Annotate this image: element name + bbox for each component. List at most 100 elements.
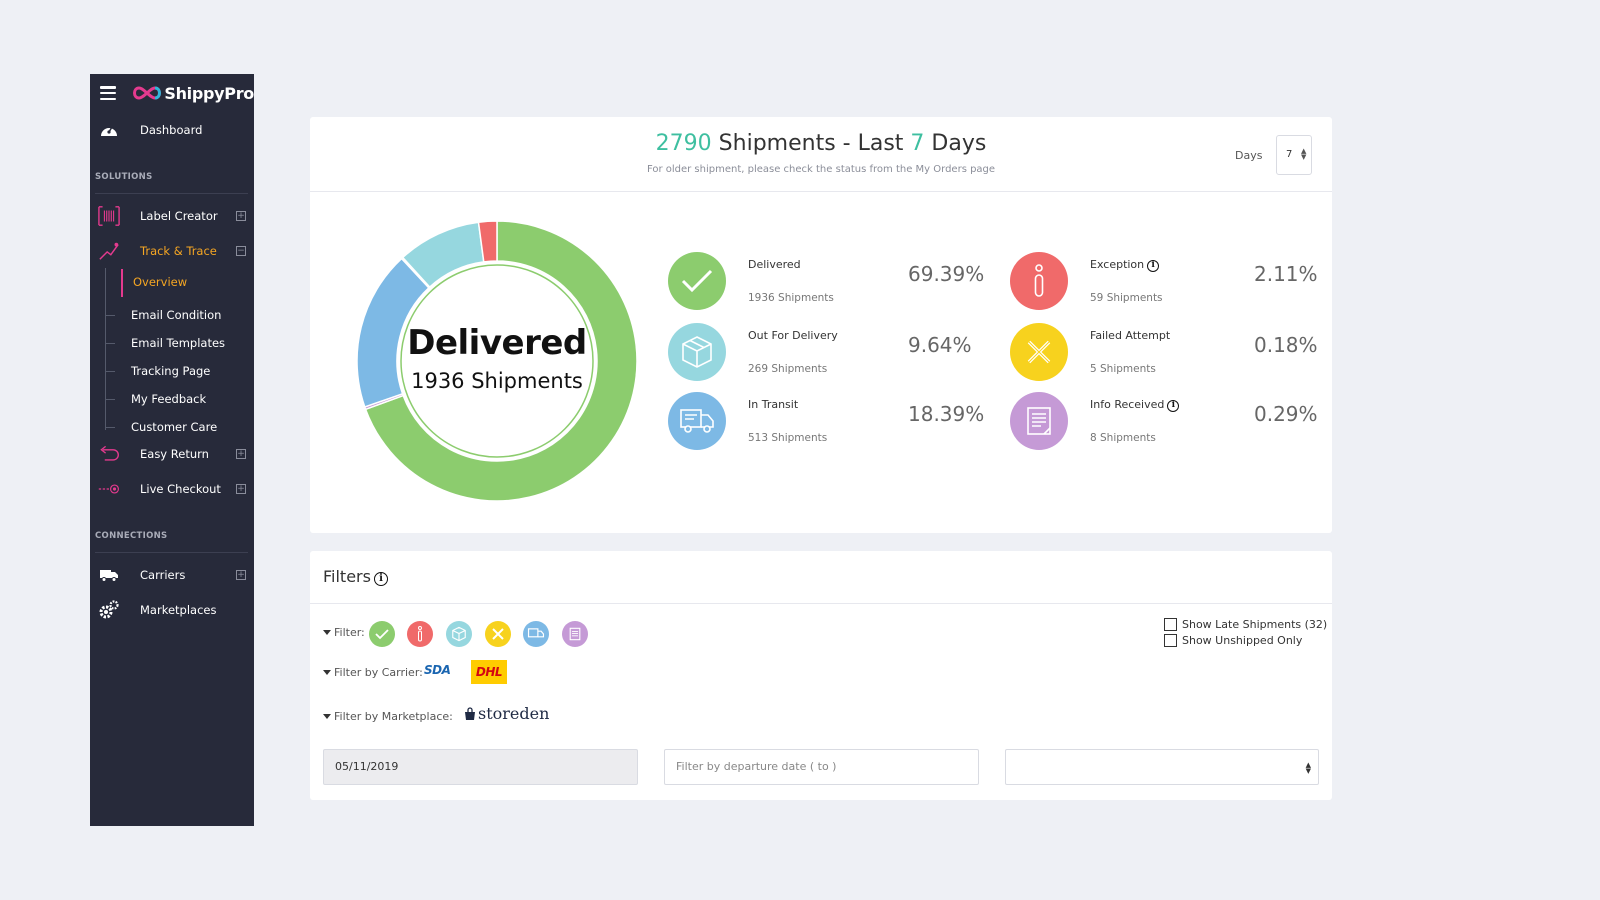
stat-count: 8 Shipments	[1090, 432, 1156, 444]
filter-delivered-button[interactable]	[369, 621, 395, 647]
donut-svg	[356, 220, 638, 502]
submenu-item-my-feedback[interactable]: My Feedback	[131, 392, 207, 406]
show-unshipped-checkbox[interactable]	[1164, 634, 1177, 647]
marketplace-filter-label: Filter by Marketplace:	[334, 710, 453, 723]
info-icon[interactable]: i	[373, 572, 388, 586]
sidebar-item-marketplaces[interactable]: Marketplaces	[90, 600, 254, 620]
stat-name: Delivered	[748, 258, 801, 271]
filter-label: Filter:	[334, 626, 365, 639]
expand-icon[interactable]: +	[236, 484, 246, 494]
donut-slice-delivered[interactable]	[364, 220, 638, 502]
show-unshipped-checkbox-row[interactable]: Show Unshipped Only	[1164, 634, 1302, 647]
date-to-field[interactable]: Filter by departure date ( to )	[664, 749, 979, 785]
sidebar-item-easy-return[interactable]: Easy Return +	[90, 444, 254, 464]
sidebar-item-label: Carriers	[140, 568, 186, 582]
stat-count: 513 Shipments	[748, 432, 828, 444]
sidebar-item-label: Marketplaces	[140, 603, 217, 617]
sidebar-item-carriers[interactable]: Carriers +	[90, 565, 254, 585]
filter-exception-button[interactable]	[407, 621, 433, 647]
sidebar-item-label-creator[interactable]: Label Creator +	[90, 206, 254, 226]
show-late-label: Show Late Shipments (32)	[1182, 618, 1328, 631]
sidebar-item-label: Dashboard	[140, 123, 203, 137]
stat-exception[interactable]: Exception i 59 Shipments 2.11%	[1010, 252, 1340, 312]
donut-title: Delivered	[407, 323, 587, 363]
logo[interactable]: ShippyPro	[130, 84, 254, 103]
expand-icon[interactable]: +	[236, 570, 246, 580]
filter-info-received-button[interactable]	[562, 621, 588, 647]
title-days-word: Days	[931, 131, 987, 156]
donut-slice-exception[interactable]	[477, 220, 498, 263]
section-title-solutions: SOLUTIONS	[95, 172, 153, 182]
show-late-checkbox-row[interactable]: Show Late Shipments (32)	[1164, 618, 1327, 631]
x-icon	[1010, 323, 1068, 381]
sidebar: ShippyPro Dashboard SOLUTIONS Label Crea…	[90, 74, 254, 826]
page-title: 2790 Shipments - Last 7 Days	[310, 131, 1332, 156]
filter-failed-attempt-button[interactable]	[485, 621, 511, 647]
submenu-tick	[105, 399, 115, 400]
info-icon[interactable]: i	[1147, 260, 1160, 272]
expand-icon[interactable]: +	[236, 449, 246, 459]
select-arrows-icon: ▲ ▼	[1301, 147, 1307, 161]
submenu-item-tracking-page[interactable]: Tracking Page	[131, 364, 211, 378]
filters-panel: Filters i Filter: Filter by Carrier: SDA …	[310, 551, 1332, 800]
status-filter-row: Filter:	[323, 626, 365, 639]
menu-icon[interactable]	[100, 86, 117, 100]
days-select-value: 7	[1286, 149, 1293, 160]
donut-subtitle: 1936 Shipments	[411, 369, 583, 393]
submenu-item-customer-care[interactable]: Customer Care	[131, 420, 218, 434]
show-unshipped-label: Show Unshipped Only	[1182, 634, 1303, 647]
sidebar-item-live-checkout[interactable]: Live Checkout +	[90, 479, 254, 499]
submenu-tick	[105, 315, 115, 316]
submenu-item-email-condition[interactable]: Email Condition	[131, 308, 222, 322]
stat-percent: 18.39%	[908, 402, 985, 426]
stat-out-for-delivery[interactable]: Out For Delivery 269 Shipments 9.64%	[668, 323, 998, 383]
carrier-filter-label: Filter by Carrier:	[334, 666, 423, 679]
filter-select[interactable]: ▲ ▼	[1005, 749, 1319, 785]
sidebar-item-track-trace[interactable]: Track & Trace −	[90, 241, 254, 261]
stat-count: 269 Shipments	[748, 363, 828, 375]
sidebar-item-label: Label Creator	[140, 209, 218, 223]
stat-count: 5 Shipments	[1090, 363, 1156, 375]
expand-icon[interactable]: +	[236, 211, 246, 221]
divider	[95, 193, 248, 194]
date-from-field[interactable]: 05/11/2019	[323, 749, 638, 785]
filter-in-transit-button[interactable]	[523, 621, 549, 647]
info-icon[interactable]: i	[1167, 400, 1180, 412]
shopping-bag-icon	[465, 706, 475, 720]
funnel-icon	[323, 714, 331, 719]
stat-percent: 69.39%	[908, 262, 985, 286]
storeden-text: storeden	[478, 704, 550, 723]
stat-failed-attempt[interactable]: Failed Attempt 5 Shipments 0.18%	[1010, 323, 1340, 383]
funnel-icon	[323, 630, 331, 635]
stat-name-text: Exception	[1090, 258, 1145, 271]
total-shipments: 2790	[655, 131, 712, 156]
filters-header: Filters i	[310, 551, 1332, 604]
stat-info-received[interactable]: Info Received i 8 Shipments 0.29%	[1010, 392, 1340, 452]
submenu-line	[105, 268, 106, 430]
checkmark-icon	[668, 252, 726, 310]
stat-delivered[interactable]: Delivered 1936 Shipments 69.39%	[668, 252, 998, 312]
infinity-logo-icon	[133, 86, 162, 100]
logo-text: ShippyPro	[164, 83, 254, 103]
stat-name-text: Info Received	[1090, 398, 1165, 411]
package-icon	[668, 323, 726, 381]
show-late-checkbox[interactable]	[1164, 618, 1177, 631]
marketplace-storeden-logo[interactable]: storeden	[463, 704, 549, 723]
submenu-tick	[105, 343, 115, 344]
filter-out-for-delivery-button[interactable]	[446, 621, 472, 647]
stat-name: In Transit	[748, 398, 799, 411]
days-select[interactable]: 7 ▲ ▼	[1276, 135, 1312, 175]
days-label: Days	[1235, 149, 1263, 162]
submenu-item-overview[interactable]: Overview	[133, 275, 188, 289]
submenu-tick	[105, 427, 115, 428]
stat-in-transit[interactable]: In Transit 513 Shipments 18.39%	[668, 392, 998, 452]
collapse-icon[interactable]: −	[236, 246, 246, 256]
carrier-sda-logo[interactable]: SDA	[424, 663, 451, 677]
submenu-item-email-templates[interactable]: Email Templates	[131, 336, 226, 350]
sidebar-item-dashboard[interactable]: Dashboard	[90, 120, 254, 140]
title-days-value: 7	[910, 131, 925, 156]
donut-center: Delivered 1936 Shipments	[350, 214, 644, 508]
info-icon	[1010, 252, 1068, 310]
carrier-dhl-logo[interactable]: DHL	[471, 660, 507, 684]
filters-title-text: Filters	[323, 567, 371, 586]
